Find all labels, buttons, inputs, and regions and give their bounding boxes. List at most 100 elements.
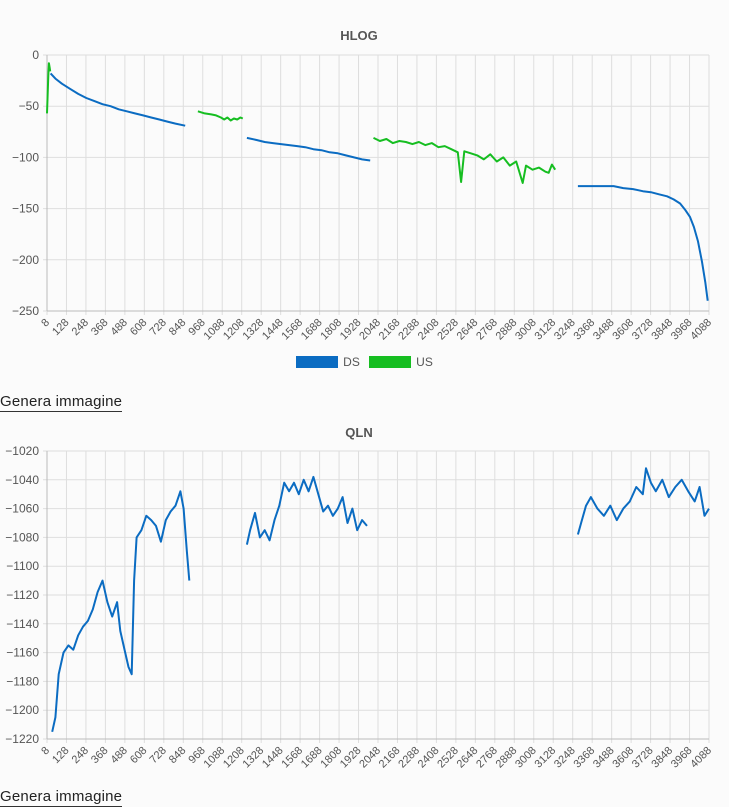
qln-x-tick-label: 2288 xyxy=(396,745,422,771)
hlog-x-tick-label: 3608 xyxy=(610,317,636,343)
qln-series-line-0 xyxy=(576,467,710,535)
qln-x-tick-label: 2888 xyxy=(494,745,520,771)
hlog-grid xyxy=(43,54,710,315)
hlog-x-tick-label: 3968 xyxy=(669,317,695,343)
hlog-x-tick-label: 3128 xyxy=(533,317,559,343)
hlog-x-tick-label: 2768 xyxy=(474,317,500,343)
hlog-x-tick-label: 2888 xyxy=(494,317,520,343)
qln-y-tick-label: −1160 xyxy=(6,646,39,660)
generate-image-link-qln[interactable]: Genera immagine xyxy=(0,788,123,807)
qln-x-tick-label: 2168 xyxy=(377,745,403,771)
hlog-x-tick-label: 2528 xyxy=(435,317,461,343)
qln-x-tick-label: 8 xyxy=(39,745,52,758)
qln-x-tick-label: 2648 xyxy=(455,745,481,771)
legend-swatch-ds xyxy=(296,356,339,368)
hlog-series-line-ds xyxy=(246,136,371,162)
hlog-x-tick-label: 8 xyxy=(39,317,52,330)
hlog-x-tick-label: 2648 xyxy=(455,317,481,343)
hlog-x-tick-label: 2168 xyxy=(377,317,403,343)
hlog-x-tick-label: 488 xyxy=(109,317,130,338)
qln-x-tick-label: 248 xyxy=(70,745,91,766)
qln-x-tick-label: 3608 xyxy=(610,745,636,771)
qln-y-tick-label: −1080 xyxy=(5,530,39,544)
qln-x-tick-label: 2408 xyxy=(416,745,442,771)
qln-y-tick-label: −1120 xyxy=(6,588,39,602)
hlog-x-tick-label: 1808 xyxy=(318,317,344,343)
legend-item-ds[interactable]: DS xyxy=(296,355,360,369)
qln-x-tick-label: 1928 xyxy=(338,745,364,771)
hlog-x-tick-label: 3728 xyxy=(630,317,656,343)
qln-y-tick-label: −1060 xyxy=(5,502,39,516)
hlog-x-tick-label: 728 xyxy=(147,317,168,338)
qln-x-tick-label: 1448 xyxy=(260,745,286,771)
hlog-x-tick-label: 2288 xyxy=(396,317,422,343)
generate-image-link-hlog[interactable]: Genera immagine xyxy=(0,393,123,412)
legend-label-us: US xyxy=(416,355,433,369)
qln-x-tick-label: 488 xyxy=(109,745,130,766)
hlog-x-tick-label: 2048 xyxy=(357,317,383,343)
qln-x-tick-label: 1808 xyxy=(318,745,344,771)
hlog-chart: HLOG 0 −50 −100 −150 −200 −250 81282483684886… xyxy=(12,28,714,343)
qln-x-tick-label: 3368 xyxy=(571,745,597,771)
qln-y-tick-label: −1100 xyxy=(6,559,39,573)
legend-label-ds: DS xyxy=(343,355,360,369)
qln-y-axis: −1020 −1040 −1060 −1080 −1100 −1120 −1140 −1160… xyxy=(5,444,48,746)
qln-x-tick-label: 368 xyxy=(89,745,110,766)
hlog-x-tick-label: 1208 xyxy=(221,317,247,343)
qln-x-tick-label: 3248 xyxy=(552,745,578,771)
hlog-x-axis: 8128248368488608728848968108812081328144… xyxy=(39,310,714,343)
qln-y-tick-label: −1220 xyxy=(5,732,39,746)
hlog-x-tick-label: 1568 xyxy=(279,317,305,343)
hlog-x-tick-label: 3848 xyxy=(649,317,675,343)
qln-y-tick-label: −1180 xyxy=(6,674,39,688)
qln-x-tick-label: 128 xyxy=(50,745,71,766)
hlog-y-axis: 0 −50 −100 −150 −200 −250 xyxy=(12,48,48,318)
qln-x-tick-label: 1568 xyxy=(279,745,305,771)
hlog-x-tick-label: 248 xyxy=(70,317,91,338)
hlog-x-tick-label: 1088 xyxy=(202,317,228,343)
hlog-x-tick-label: 3008 xyxy=(513,317,539,343)
hlog-series-line-us xyxy=(46,62,52,114)
hlog-y-tick-label: −150 xyxy=(12,202,39,216)
hlog-y-tick-label: 0 xyxy=(32,48,39,62)
qln-title: QLN xyxy=(345,425,372,440)
qln-y-tick-label: −1140 xyxy=(6,617,39,631)
qln-x-tick-label: 728 xyxy=(147,745,168,766)
hlog-x-tick-label: 3248 xyxy=(552,317,578,343)
hlog-title: HLOG xyxy=(340,28,378,43)
qln-x-tick-label: 1328 xyxy=(240,745,266,771)
qln-x-tick-label: 1208 xyxy=(221,745,247,771)
qln-y-tick-label: −1200 xyxy=(5,703,39,717)
hlog-series-line-ds xyxy=(49,72,186,127)
qln-series xyxy=(51,467,710,733)
qln-x-tick-label: 2048 xyxy=(357,745,383,771)
hlog-x-tick-label: 1688 xyxy=(299,317,325,343)
hlog-x-tick-label: 368 xyxy=(89,317,110,338)
qln-y-tick-label: −1040 xyxy=(5,473,39,487)
qln-x-tick-label: 3848 xyxy=(649,745,675,771)
qln-y-tick-label: −1020 xyxy=(5,444,39,458)
hlog-x-tick-label: 1328 xyxy=(240,317,266,343)
qln-series-line-0 xyxy=(51,490,191,733)
legend-item-us[interactable]: US xyxy=(369,355,433,369)
qln-x-tick-label: 608 xyxy=(128,745,149,766)
hlog-x-tick-label: 1928 xyxy=(338,317,364,343)
qln-x-tick-label: 3008 xyxy=(513,745,539,771)
hlog-y-tick-label: −100 xyxy=(12,150,39,164)
hlog-x-tick-label: 608 xyxy=(128,317,149,338)
hlog-x-tick-label: 2408 xyxy=(416,317,442,343)
qln-chart: QLN −1020−1040−1060−1080−1100−1120−1140−… xyxy=(5,425,714,771)
hlog-series-line-us xyxy=(197,110,244,122)
qln-x-tick-label: 1688 xyxy=(299,745,325,771)
hlog-y-tick-label: −200 xyxy=(12,253,39,267)
qln-x-tick-label: 3128 xyxy=(533,745,559,771)
hlog-series xyxy=(46,62,709,301)
hlog-x-tick-label: 848 xyxy=(167,317,188,338)
hlog-x-tick-label: 128 xyxy=(50,317,71,338)
qln-x-tick-label: 4088 xyxy=(688,745,714,771)
qln-x-tick-label: 1088 xyxy=(202,745,228,771)
hlog-series-line-us xyxy=(373,137,557,184)
qln-grid xyxy=(43,450,710,743)
qln-x-tick-label: 848 xyxy=(167,745,188,766)
hlog-legend: DS US xyxy=(0,355,729,371)
